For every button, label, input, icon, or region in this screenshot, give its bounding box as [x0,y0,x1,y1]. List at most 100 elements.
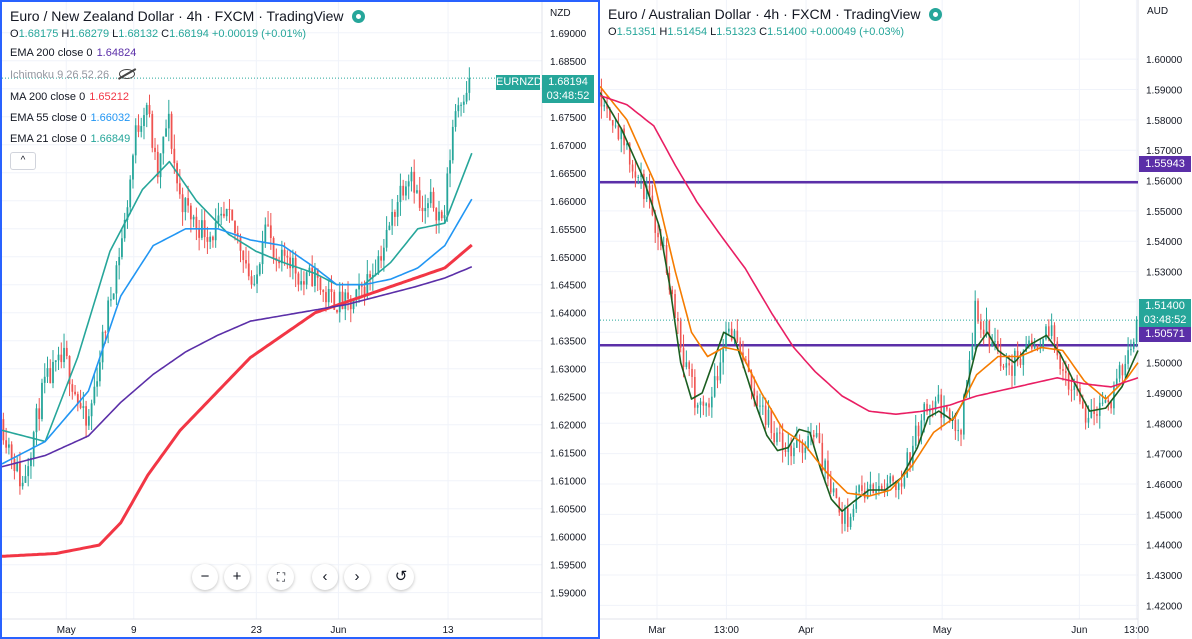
eurnzd-chart-canvas[interactable]: 1.690001.685001.680001.675001.670001.665… [2,2,598,637]
candle-body [399,185,402,203]
candle-body [65,347,68,357]
scroll-right-button[interactable]: › [344,564,370,590]
candle-body [974,300,976,346]
y-tick-label: 1.66000 [550,197,587,208]
candle-body [19,462,21,487]
candle-body [1090,409,1093,418]
last-price-tag: 1.68194 03:48:52 [542,75,594,103]
candle-body [750,371,753,389]
candle-body [170,113,173,149]
candle-body [980,321,982,330]
candle-body [685,362,688,368]
candle-body [1110,401,1112,409]
candle-body [360,284,363,287]
candle-body [286,255,289,258]
candle-body [880,485,883,491]
candle-body [835,488,838,499]
collapse-legend-button[interactable]: ^ [10,152,36,170]
ma-line [600,92,1139,513]
candle-body [319,277,322,291]
candle-body [626,143,628,146]
indicator-ema200[interactable]: EMA 200 close 0 1.64824 [10,47,137,59]
indicator-ema55[interactable]: EMA 55 close 0 1.66032 [10,112,131,124]
y-tick-label: 1.53000 [1146,268,1183,279]
zoom-out-button[interactable]: − [192,564,218,590]
candle-body [733,330,736,341]
hidden-eye-icon[interactable] [119,69,136,79]
indicator-ema21[interactable]: EMA 21 close 0 1.66849 [10,133,131,145]
chart-pane-euraud[interactable]: 1.60000 1.59000 1.58000 1.57000 1.56000 1.550… [600,0,1192,639]
candle-body [256,274,258,284]
y-tick-label: 1.62000 [550,421,587,432]
candle-body [985,320,988,335]
x-tick-label: 23 [251,625,263,636]
candle-body [1064,371,1067,374]
candle-body [118,256,121,266]
candle-body [239,236,242,251]
y-tick-label: 1.60000 [550,533,587,544]
candle-body [140,126,143,132]
candle-body [129,179,132,208]
candle-body [289,257,292,269]
candle-body [991,342,993,347]
candle-body [679,321,682,348]
candle-body [338,291,341,313]
candle-body [162,136,165,154]
euraud-chart-canvas[interactable]: 1.60000 1.59000 1.58000 1.57000 1.56000 1.550… [600,0,1192,639]
y-tick-label: 1.59500 [550,561,587,572]
candle-body [465,92,468,102]
symbol-tag: EURNZD [496,75,542,90]
candle-body [648,185,651,196]
y-tick-label: 1.63500 [550,337,587,348]
y-tick-label: 1.47000 [1146,450,1183,461]
candle-body [380,256,383,261]
y-tick-label: 1.57000 [1146,146,1183,157]
candle-body [363,286,366,296]
candle-body [804,447,807,453]
x-tick-label: 13:00 [1124,625,1149,636]
candle-body [1118,365,1121,379]
indicator-ichimoku[interactable]: Ichimoku 9 26 52 26 [10,69,136,81]
ma-line [2,243,473,558]
y-tick-label: 1.42000 [1146,601,1183,612]
candle-body [27,466,30,477]
candle-body [784,450,787,453]
candle-body [869,484,872,489]
candle-body [997,341,999,351]
candle-body [1016,350,1019,359]
candle-body [123,219,126,239]
candle-body [1121,365,1124,376]
candle-body [1073,385,1076,390]
candle-body [940,394,943,418]
candle-body [440,211,443,219]
candle-body [98,362,101,382]
candle-body [421,207,424,212]
candle-body [333,291,336,310]
y-tick-label: 1.50000 [1146,359,1183,370]
candle-body [1002,366,1005,368]
candle-body [694,376,696,408]
candle-body [929,409,931,412]
candle-body [821,442,824,471]
candle-body [606,104,608,109]
candle-body [314,268,316,286]
reset-chart-button[interactable]: ↺ [388,564,414,590]
chart-pane-eurnzd[interactable]: 1.690001.685001.680001.675001.670001.665… [0,0,600,639]
candle-body [994,341,996,343]
currency-label: AUD [1147,6,1169,17]
candle-body [145,105,148,116]
candle-body [614,125,617,127]
y-tick-label: 1.58000 [1146,116,1183,127]
y-tick-label: 1.44000 [1146,541,1183,552]
candle-body [341,291,344,310]
fullscreen-button[interactable]: ⛶ [268,564,294,590]
candle-body [1132,341,1135,349]
scroll-left-button[interactable]: ‹ [312,564,338,590]
chart-title: Euro / New Zealand Dollar · 4h · FXCM · … [10,8,365,24]
candle-body [781,432,784,451]
zoom-in-button[interactable]: + [224,564,250,590]
indicator-ma200[interactable]: MA 200 close 0 1.65212 [10,91,129,103]
candle-body [640,173,642,177]
candle-body [468,78,471,93]
candle-body [173,148,176,164]
